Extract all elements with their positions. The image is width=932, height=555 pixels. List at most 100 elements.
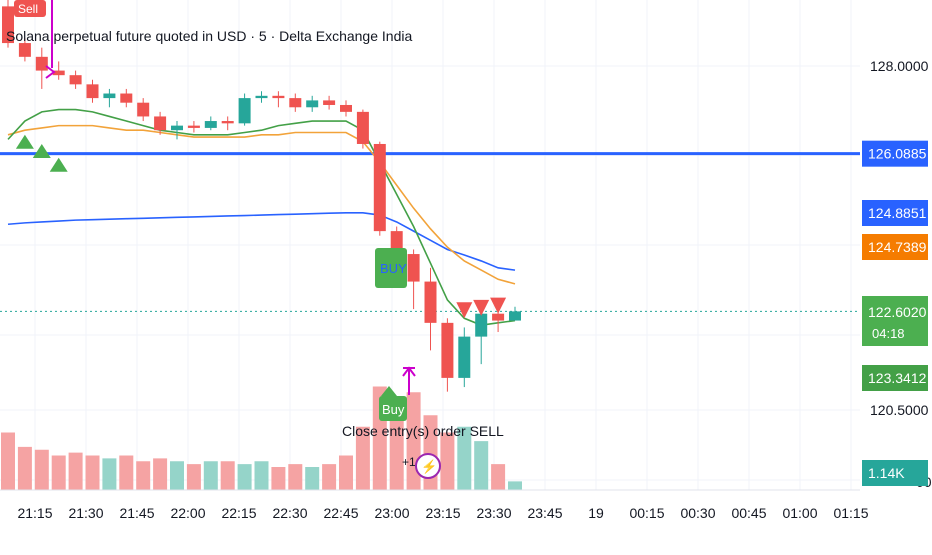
candle[interactable] (373, 143, 386, 232)
volume-bar (491, 464, 506, 490)
candle[interactable] (255, 95, 268, 99)
ema-slow-line (7, 211, 516, 271)
last-price-tag[interactable] (862, 296, 928, 346)
ema-mid-price-tag[interactable] (862, 234, 928, 260)
signal-up-triangle (32, 143, 51, 158)
sell-tag-label: Sell (18, 2, 38, 16)
x-axis-tick-label: 22:30 (272, 505, 307, 521)
volume-bar (339, 455, 353, 490)
candle[interactable] (52, 70, 65, 76)
ema-slow-price-tag[interactable] (862, 200, 928, 226)
x-axis-tick-label: 22:00 (170, 505, 205, 521)
x-axis-tick-label: 22:45 (323, 505, 358, 521)
y-axis-tick-label: 120.5000 (870, 402, 929, 418)
x-axis-tick-label: 23:15 (425, 505, 460, 521)
volume-bar (34, 449, 49, 490)
candle[interactable] (356, 111, 369, 144)
buy-signal-label: BUY (380, 261, 407, 276)
candle[interactable] (441, 322, 454, 378)
signal-down-triangle (456, 302, 473, 319)
volume-bar (355, 426, 370, 490)
buy-tag-label: Buy (382, 402, 405, 417)
buy-tag (379, 396, 407, 421)
volume-bar (406, 392, 421, 490)
last-price-label: 122.6020 (868, 304, 927, 320)
volume-bar (51, 455, 66, 490)
signal-up-triangle (49, 157, 68, 172)
volume-bar (68, 452, 83, 490)
candle[interactable] (289, 98, 302, 108)
volume-bar (17, 446, 32, 490)
chart-title: Solana perpetual future quoted in USD · … (6, 28, 413, 44)
hline-price-tag[interactable] (862, 140, 928, 167)
volume-bar (322, 464, 337, 490)
candle[interactable] (492, 313, 505, 321)
x-axis-tick-label: 23:30 (476, 505, 511, 521)
lightning-badge[interactable] (415, 453, 441, 479)
x-axis-tick-label: 22:15 (221, 505, 256, 521)
volume-bar (389, 403, 404, 490)
volume-bar (203, 461, 218, 490)
x-axis-tick-label: 19 (588, 505, 604, 521)
candle[interactable] (475, 313, 488, 337)
candle[interactable] (221, 121, 234, 124)
volume-bar (85, 455, 100, 490)
x-axis-tick-label: 23:45 (527, 505, 562, 521)
candle[interactable] (509, 311, 521, 321)
lightning-icon: ⚡ (421, 459, 437, 475)
volume-price-tag-label: 1.14K (868, 465, 905, 481)
candle[interactable] (35, 56, 48, 71)
ema-mid-price-tag-label: 124.7389 (868, 239, 927, 255)
volume-bar (440, 432, 455, 490)
candle[interactable] (458, 336, 471, 378)
candle[interactable] (120, 93, 133, 103)
ema-fast-price-tag-label: 123.3412 (868, 370, 927, 386)
candle[interactable] (272, 95, 285, 99)
volume-bar (254, 461, 269, 490)
candle[interactable] (18, 43, 31, 57)
candle[interactable] (424, 281, 437, 323)
candle[interactable] (238, 98, 251, 124)
volume-price-tag[interactable] (862, 460, 928, 486)
candle[interactable] (171, 125, 183, 131)
ema-slow-price-tag-label: 124.8851 (868, 205, 927, 221)
volume-bar (305, 467, 320, 490)
candle[interactable] (154, 116, 167, 131)
buy-signal-box (375, 248, 407, 288)
candle[interactable] (204, 121, 217, 128)
signal-up-triangle (15, 134, 34, 149)
entry-marker-arrow (45, 65, 56, 79)
candle[interactable] (103, 93, 116, 99)
candle[interactable] (323, 100, 336, 105)
candle[interactable] (69, 75, 82, 85)
volume-bar (186, 464, 201, 490)
volume-bar (457, 426, 472, 490)
signal-down-triangle (473, 299, 490, 316)
x-axis-tick-label: 00:30 (680, 505, 715, 521)
sell-tag (14, 0, 46, 17)
countdown-label: 04:18 (872, 326, 905, 341)
volume-bar (119, 455, 134, 490)
candle[interactable] (407, 254, 420, 282)
x-axis-tick-label: 01:15 (833, 505, 868, 521)
volume-bar (136, 461, 151, 490)
candle[interactable] (86, 84, 99, 99)
candle[interactable] (137, 102, 150, 117)
candle[interactable] (2, 6, 14, 44)
candle[interactable] (187, 125, 200, 128)
candle[interactable] (340, 104, 352, 112)
ema-fast-price-tag[interactable] (862, 365, 928, 391)
plus-one-badge: +1 (402, 455, 416, 469)
candle[interactable] (306, 100, 319, 108)
close-entry-note: Close entry(s) order SELL (342, 423, 504, 439)
x-axis-tick-label: 21:15 (17, 505, 52, 521)
volume-bar (102, 458, 117, 490)
volume-bar (288, 464, 303, 490)
volume-bar (153, 458, 168, 490)
volume-bar (170, 461, 184, 490)
volume-bar (1, 432, 15, 490)
signal-down-triangle (490, 297, 507, 314)
x-axis-tick-label: 23:00 (374, 505, 409, 521)
